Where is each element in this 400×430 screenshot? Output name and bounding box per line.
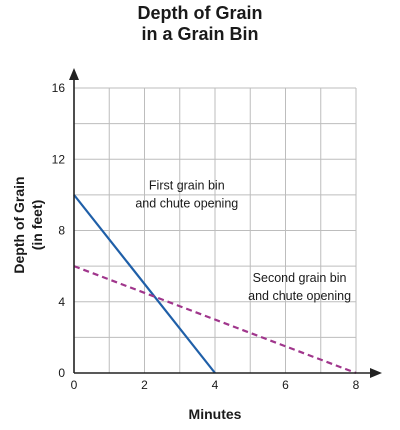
x-tick-label: 0 bbox=[71, 378, 78, 392]
series-line-2 bbox=[73, 265, 357, 375]
annotation-2-line-2: and chute opening bbox=[248, 289, 351, 303]
series-line-1 bbox=[73, 194, 216, 374]
annotation-1-line-2: and chute opening bbox=[135, 197, 238, 211]
chart-title-line-1: Depth of Grain bbox=[137, 3, 263, 23]
x-tick-label: 2 bbox=[141, 378, 148, 392]
grid bbox=[74, 87, 357, 373]
x-tick-label: 4 bbox=[212, 378, 219, 392]
tick-labels: 0 2 4 6 8 0 4 8 12 16 bbox=[52, 81, 360, 392]
y-tick-label: 4 bbox=[58, 295, 65, 309]
x-axis-arrow bbox=[370, 368, 382, 378]
x-axis-label: Minutes bbox=[189, 406, 242, 422]
annotations: First grain bin and chute opening Second g… bbox=[135, 179, 351, 304]
y-axis-label-line-1: Depth of Grain bbox=[11, 176, 27, 273]
y-axis-label: Depth of Grain (in feet) bbox=[11, 176, 45, 273]
y-axis-arrow bbox=[69, 68, 79, 80]
chart-title-line-2: in a Grain Bin bbox=[141, 24, 259, 44]
annotation-1-line-1: First grain bin bbox=[149, 179, 225, 193]
y-tick-label: 12 bbox=[52, 152, 66, 166]
y-tick-label: 8 bbox=[58, 224, 65, 238]
x-tick-label: 8 bbox=[353, 378, 360, 392]
y-axis-label-line-2: (in feet) bbox=[29, 200, 45, 251]
x-tick-label: 6 bbox=[282, 378, 289, 392]
series-lines bbox=[73, 194, 357, 375]
axes bbox=[69, 68, 382, 378]
annotation-2-line-1: Second grain bin bbox=[253, 271, 347, 285]
y-tick-label: 16 bbox=[52, 81, 66, 95]
y-tick-label: 0 bbox=[58, 366, 65, 380]
